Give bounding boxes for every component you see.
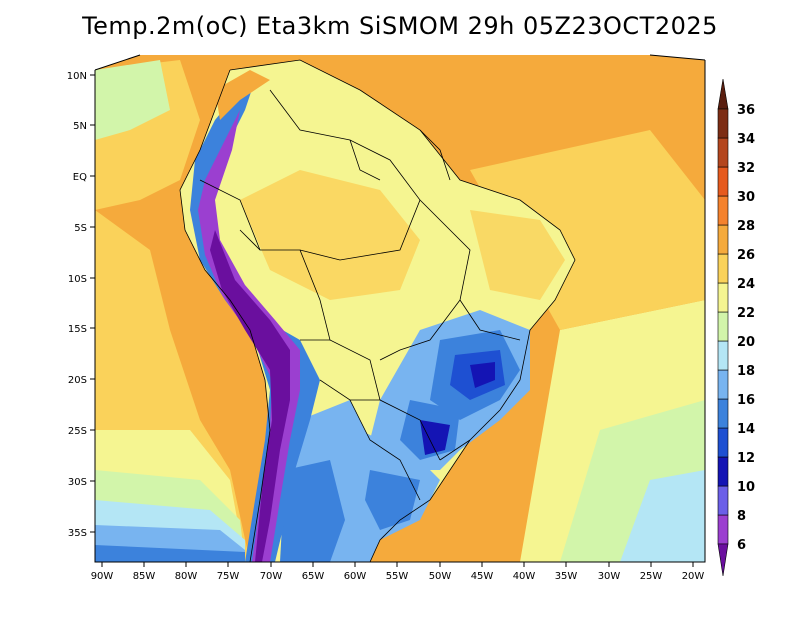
colorbar-label-26: 26	[737, 248, 755, 263]
colorbar-label-24: 24	[737, 277, 755, 292]
lon-label-50w: 50W	[429, 571, 452, 582]
colorbar-bin	[717, 108, 729, 139]
colorbar-bin	[717, 398, 729, 429]
lon-label-35w: 35W	[555, 571, 578, 582]
lon-label-60w: 60W	[344, 571, 367, 582]
lat-label-25s: 25S	[68, 426, 87, 437]
lat-label-10s: 10S	[68, 274, 87, 285]
lat-label-5n: 5N	[73, 121, 87, 132]
colorbar-label-32: 32	[737, 161, 755, 176]
lon-label-40w: 40W	[513, 571, 536, 582]
colorbar-label-34: 34	[737, 132, 755, 147]
colorbar-label-10: 10	[737, 480, 755, 495]
colorbar-bin	[717, 311, 729, 342]
lon-label-45w: 45W	[471, 571, 494, 582]
lat-label-35s: 35S	[68, 528, 87, 539]
colorbar-label-36: 36	[737, 103, 755, 118]
colorbar-bin	[717, 456, 729, 487]
country-borders	[179, 59, 576, 562]
lon-label-30w: 30W	[598, 571, 621, 582]
lon-label-65w: 65W	[302, 571, 325, 582]
longitude-axis: 90W 85W 80W 75W 70W 65W 60W 55W 50W 45W …	[91, 562, 705, 582]
colorbar-bin	[717, 340, 729, 371]
lon-label-75w: 75W	[217, 571, 240, 582]
lat-label-5s: 5S	[74, 223, 87, 234]
lon-label-25w: 25W	[640, 571, 663, 582]
colorbar-bin	[717, 224, 729, 255]
colorbar-label-12: 12	[737, 451, 755, 466]
colorbar-label-30: 30	[737, 190, 755, 205]
lon-label-70w: 70W	[260, 571, 283, 582]
temperature-field	[95, 55, 705, 562]
lon-label-90w: 90W	[91, 571, 114, 582]
colorbar-bin	[717, 485, 729, 516]
colorbar-bottom-arrow	[717, 543, 729, 577]
colorbar-bin	[717, 369, 729, 400]
colorbar-label-14: 14	[737, 422, 755, 437]
colorbar-label-16: 16	[737, 393, 755, 408]
lon-label-80w: 80W	[175, 571, 198, 582]
colorbar-label-18: 18	[737, 364, 755, 379]
colorbar-bin	[717, 253, 729, 284]
colorbar-bin	[717, 514, 729, 545]
colorbar-label-8: 8	[737, 509, 746, 524]
colorbar-label-20: 20	[737, 335, 755, 350]
colorbar-label-28: 28	[737, 219, 755, 234]
lat-label-15s: 15S	[68, 324, 87, 335]
latitude-axis: 10N 5N EQ 5S 10S 15S 20S 25S 30S 35S	[67, 71, 95, 539]
colorbar-top-arrow	[717, 78, 729, 110]
colorbar-label-6: 6	[737, 538, 746, 553]
colorbar-bin	[717, 427, 729, 458]
colorbar-bin	[717, 282, 729, 313]
lon-label-20w: 20W	[682, 571, 705, 582]
lat-label-20s: 20S	[68, 375, 87, 386]
lat-label-30s: 30S	[68, 477, 87, 488]
colorbar-bin	[717, 137, 729, 168]
lon-label-55w: 55W	[386, 571, 409, 582]
colorbar: 6 8 10 12 14 16 18 20 22 24 26 28 30 32 …	[717, 78, 755, 577]
lat-label-10n: 10N	[67, 71, 87, 82]
colorbar-bin	[717, 166, 729, 197]
colorbar-bin	[717, 195, 729, 226]
lon-label-85w: 85W	[133, 571, 156, 582]
colorbar-label-22: 22	[737, 306, 755, 321]
map-title: Temp.2m(oC) Eta3km SiSMOM 29h 05Z23OCT20…	[82, 12, 718, 40]
lat-label-eq: EQ	[73, 172, 87, 183]
map-frame	[94, 54, 706, 563]
